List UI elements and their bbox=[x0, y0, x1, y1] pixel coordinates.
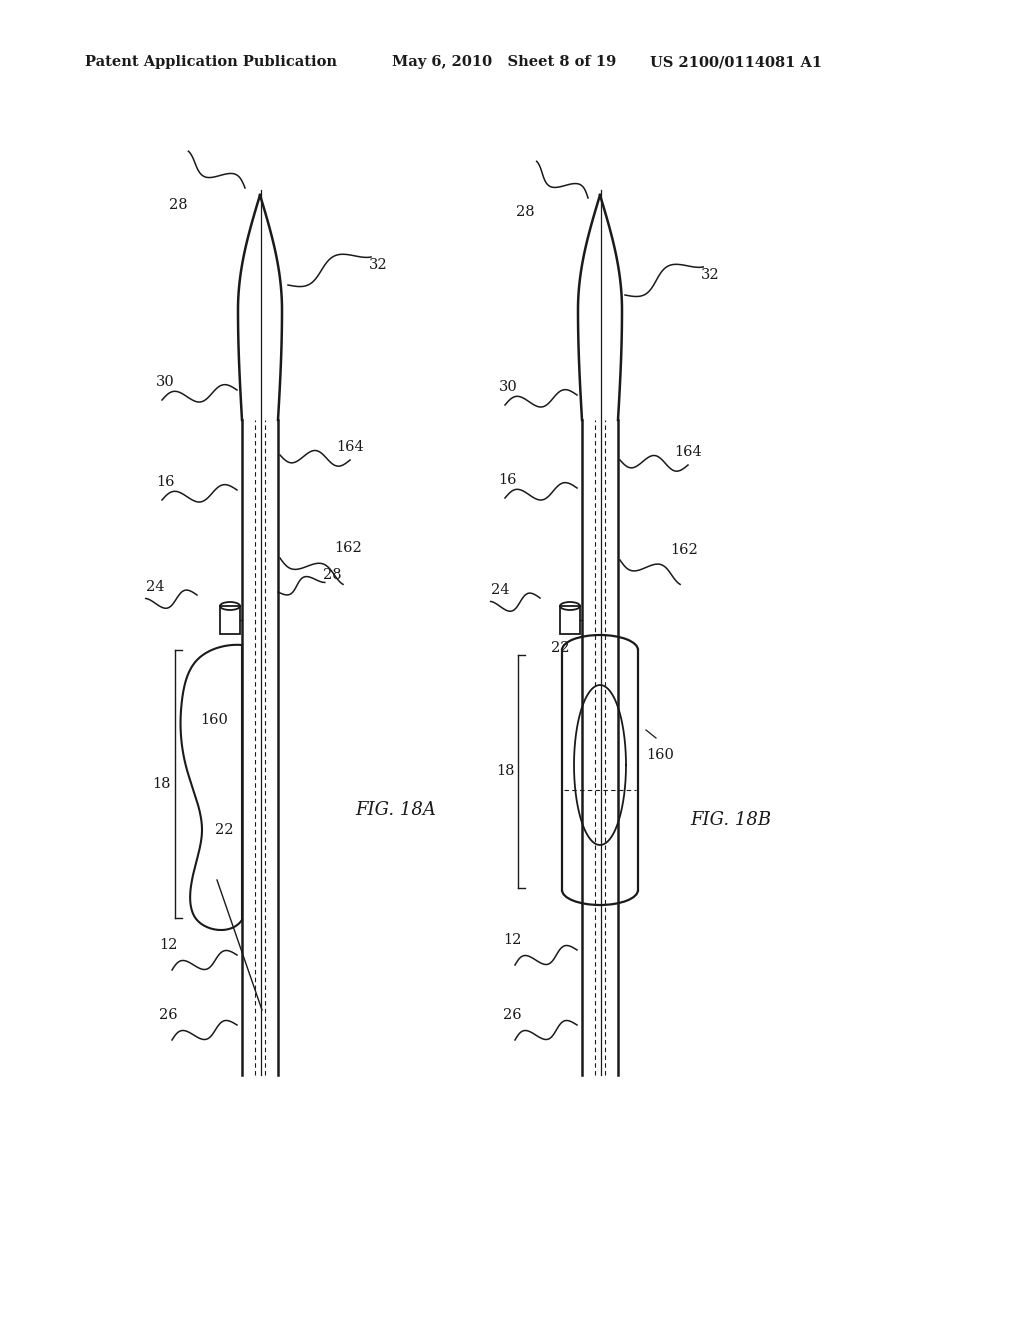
Text: 160: 160 bbox=[200, 713, 228, 727]
Text: 32: 32 bbox=[700, 268, 719, 282]
Text: 164: 164 bbox=[674, 445, 701, 459]
Text: FIG. 18B: FIG. 18B bbox=[690, 810, 771, 829]
Text: 22: 22 bbox=[215, 822, 233, 837]
Text: 12: 12 bbox=[159, 939, 177, 952]
Text: 18: 18 bbox=[496, 764, 514, 777]
Text: 16: 16 bbox=[499, 473, 517, 487]
Text: 26: 26 bbox=[503, 1008, 521, 1022]
Text: 24: 24 bbox=[490, 583, 509, 597]
Text: FIG. 18A: FIG. 18A bbox=[355, 801, 436, 818]
Text: 162: 162 bbox=[670, 543, 698, 557]
Text: 26: 26 bbox=[159, 1008, 177, 1022]
Text: 28: 28 bbox=[169, 198, 187, 213]
Text: 30: 30 bbox=[499, 380, 517, 393]
Text: 28: 28 bbox=[516, 205, 535, 219]
Text: 16: 16 bbox=[156, 475, 174, 488]
Text: 12: 12 bbox=[503, 933, 521, 946]
Text: 30: 30 bbox=[156, 375, 174, 389]
Text: 28: 28 bbox=[323, 568, 341, 582]
Text: Patent Application Publication: Patent Application Publication bbox=[85, 55, 337, 69]
Text: 164: 164 bbox=[336, 440, 364, 454]
Text: 22: 22 bbox=[551, 642, 569, 655]
Text: 32: 32 bbox=[369, 257, 387, 272]
Text: US 2100/0114081 A1: US 2100/0114081 A1 bbox=[650, 55, 822, 69]
Text: 160: 160 bbox=[646, 748, 674, 762]
Text: 24: 24 bbox=[145, 579, 164, 594]
Text: 162: 162 bbox=[334, 541, 361, 554]
Text: 18: 18 bbox=[153, 777, 171, 791]
Text: May 6, 2010   Sheet 8 of 19: May 6, 2010 Sheet 8 of 19 bbox=[392, 55, 616, 69]
